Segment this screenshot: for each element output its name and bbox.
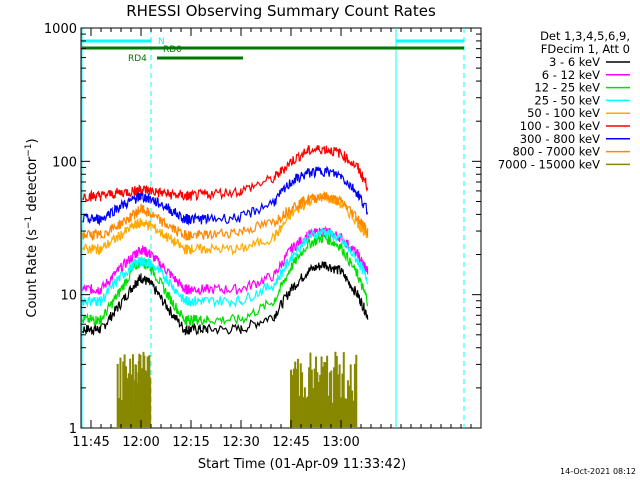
series-line: [82, 165, 369, 226]
legend-entry-label: 7000 - 15000 keV: [498, 157, 600, 171]
legend-entry-label: 800 - 7000 keV: [512, 145, 600, 159]
y-tick-label: 1000: [44, 22, 77, 37]
series-line: [82, 226, 368, 309]
y-tick-label: 1: [69, 422, 77, 437]
x-tick-label: 12:45: [272, 435, 309, 450]
legend-entry-label: 12 - 25 keV: [534, 81, 600, 95]
annotation-label: N: [158, 37, 165, 47]
legend-entry-label: 100 - 300 keV: [520, 119, 600, 133]
x-tick-label: 12:15: [172, 435, 209, 450]
legend-entry-label: 6 - 12 keV: [542, 68, 600, 82]
legend-header-line-1: Det 1,3,4,5,6,9,: [540, 29, 630, 43]
series-line: [82, 260, 369, 336]
y-tick-label: 100: [52, 155, 77, 170]
legend-header-line-2: FDecim 1, Att 0: [541, 42, 630, 56]
x-tick-label: 12:00: [122, 435, 159, 450]
legend: Det 1,3,4,5,6,9, FDecim 1, Att 0 3 - 6 k…: [498, 29, 630, 171]
y-axis: 1 10 100 1000: [44, 22, 481, 437]
series-line: [82, 191, 369, 241]
timestamp: 14-Oct-2021 08:12: [560, 467, 636, 476]
x-axis-label: Start Time (01-Apr-09 11:33:42): [198, 457, 406, 472]
x-axis: 11:45 12:00 12:15 12:30 12:45 13:00: [72, 28, 472, 450]
series-line: [82, 144, 369, 203]
x-tick-label: 13:00: [322, 435, 359, 450]
y-tick-label: 10: [60, 289, 77, 304]
legend-entry-label: 50 - 100 keV: [527, 106, 600, 120]
legend-entry-label: 300 - 800 keV: [520, 132, 600, 146]
x-tick-label: 11:45: [72, 435, 109, 450]
y-axis-label: Count Rate (s−1 detector−1): [24, 138, 40, 317]
legend-entry-label: 3 - 6 keV: [549, 55, 600, 69]
chart-title: RHESSI Observing Summary Count Rates: [126, 2, 436, 20]
annotation-label: RD0: [163, 45, 182, 55]
series-layer: [82, 144, 369, 427]
annotation-label: RD4: [128, 54, 147, 64]
legend-entry-label: 25 - 50 keV: [534, 93, 600, 107]
x-tick-label: 12:30: [222, 435, 259, 450]
